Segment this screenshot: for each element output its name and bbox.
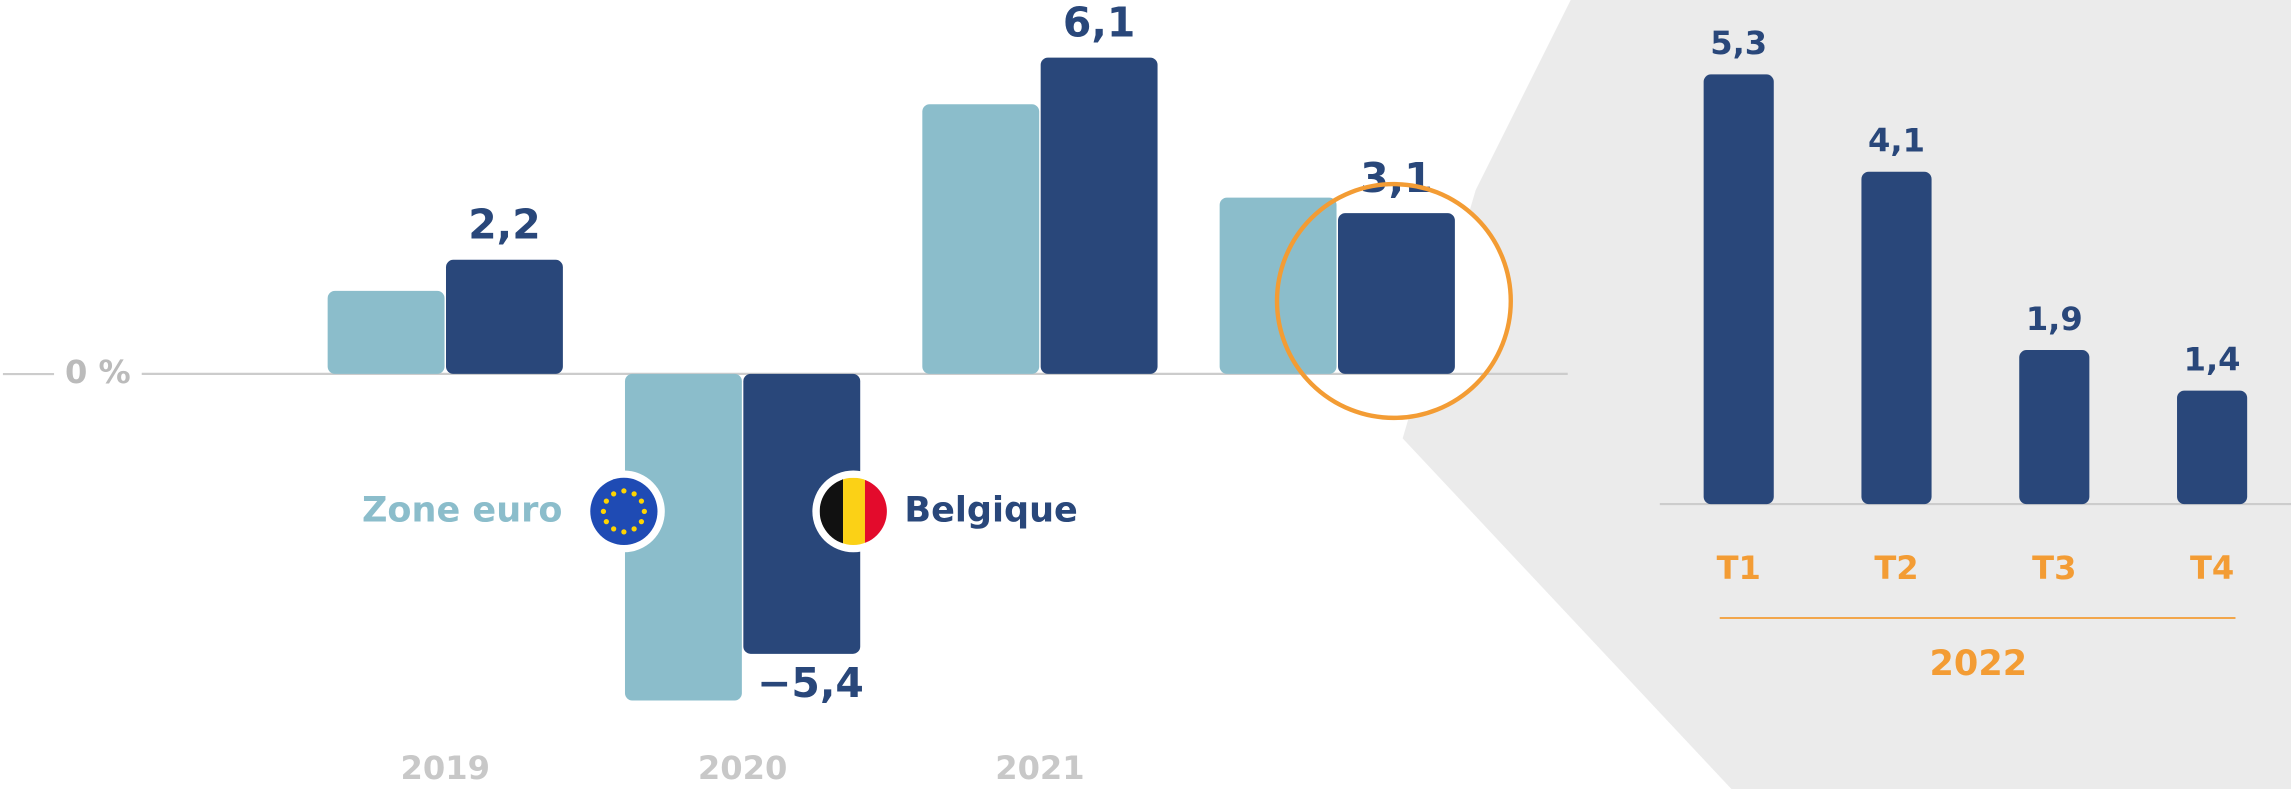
y-tick-label: 0 % [65, 353, 131, 391]
bar [743, 373, 861, 654]
x-tick-label: 2021 [995, 749, 1084, 787]
value-label: 2,2 [468, 201, 540, 249]
bar [1040, 57, 1158, 374]
x-tick-label: T3 [2032, 549, 2076, 587]
x-tick-label: T1 [1717, 549, 1761, 587]
x-tick-label: 2019 [401, 749, 490, 787]
marks: 0 % 2,2 2019 −5,4 2020 6,1 2021 3,1 Zone euro Bel… [65, 0, 2291, 787]
bar [1703, 74, 1774, 505]
bar [624, 373, 742, 701]
x-axis-label: 2022 [1930, 643, 2028, 684]
value-label: −5,4 [757, 659, 864, 707]
bar [2177, 390, 2248, 505]
eu-flag [582, 470, 665, 553]
x-tick-label: T4 [2190, 549, 2234, 587]
value-label: 3,1 [1360, 154, 1432, 202]
value-label: 1,4 [2184, 340, 2241, 378]
bar [2019, 350, 2090, 505]
value-label: 5,3 [1710, 24, 1767, 62]
legend-label: Belgique [904, 489, 1077, 530]
bar [1337, 213, 1455, 374]
bar [922, 104, 1040, 374]
value-label: 4,1 [1868, 121, 1925, 159]
be-flag [812, 470, 895, 553]
highlight-ring [1274, 181, 1513, 421]
value-label: 6,1 [1063, 0, 1135, 46]
zoom-wedge [1402, 0, 2291, 789]
bar [445, 259, 563, 374]
bar [327, 290, 445, 374]
value-label: 1,9 [2026, 300, 2083, 338]
bar [1861, 171, 1932, 505]
x-tick-label: T2 [1874, 549, 1918, 587]
legend-label: Zone euro [362, 489, 563, 530]
x-tick-label: 2020 [698, 749, 787, 787]
